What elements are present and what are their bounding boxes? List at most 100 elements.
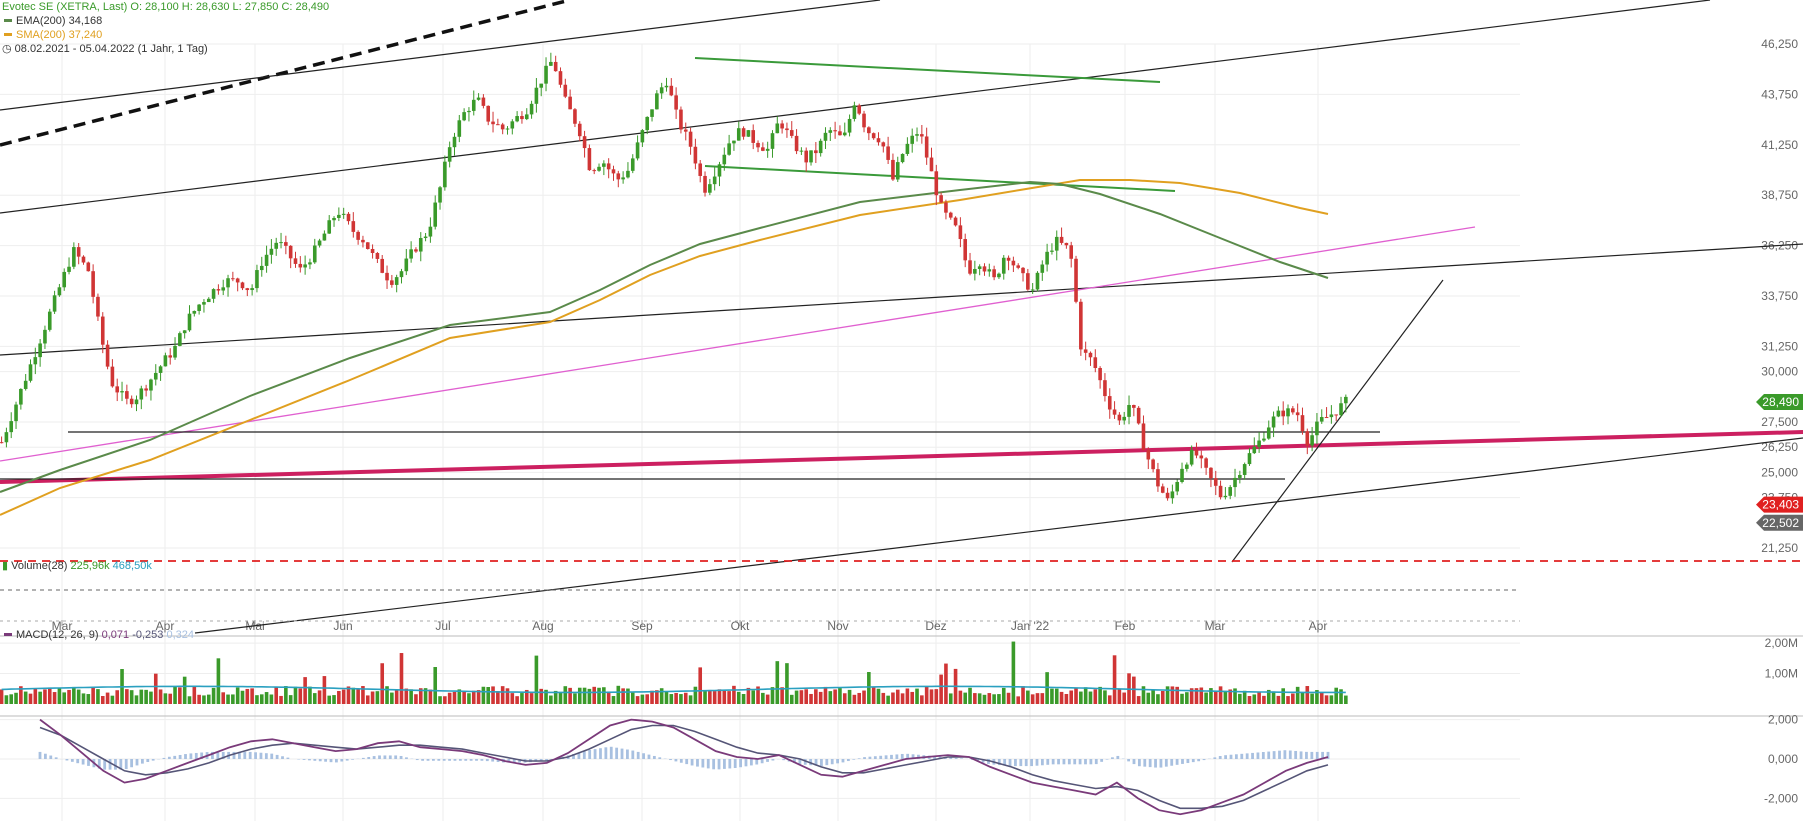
- candle-body: [1305, 431, 1310, 446]
- macd-histogram-bar: [539, 759, 543, 762]
- macd-value-2: -0,253: [132, 629, 164, 641]
- ema-legend[interactable]: EMA(200) 34,168: [2, 14, 102, 28]
- macd-histogram-bar: [432, 759, 435, 761]
- volume-bar: [394, 690, 399, 704]
- candle-body: [1021, 267, 1025, 274]
- candle-body: [741, 128, 746, 137]
- volume-bar: [1213, 691, 1218, 704]
- macd-histogram-bar: [200, 752, 204, 759]
- volume-bar: [144, 689, 148, 704]
- candle-body: [394, 277, 399, 285]
- candle-body: [727, 143, 731, 155]
- volume-bar: [486, 687, 491, 704]
- candle-body: [380, 258, 385, 273]
- candle-body: [414, 249, 418, 252]
- volume-bar: [958, 690, 963, 704]
- macd-value-3: 0,324: [166, 629, 194, 641]
- volume-bar: [900, 693, 905, 704]
- candle-body: [900, 153, 905, 163]
- volume-bar: [1218, 686, 1223, 704]
- candle-body: [139, 388, 144, 400]
- volume-bar: [934, 689, 939, 704]
- volume-bar: [1035, 693, 1040, 704]
- macd-legend[interactable]: MACD(12, 26, 9) 0,071 -0,253 0,324: [2, 628, 194, 642]
- macd-histogram-bar: [1111, 757, 1114, 759]
- candle-body: [486, 105, 491, 122]
- candle-body: [447, 147, 452, 162]
- volume-bar: [785, 663, 789, 704]
- volume-bar: [818, 691, 823, 704]
- macd-histogram-bar: [1294, 750, 1298, 759]
- month-label: Jul: [435, 619, 450, 633]
- macd-histogram-bar: [1024, 759, 1028, 767]
- macd-histogram-bar: [1186, 759, 1190, 764]
- macd-histogram-bar: [243, 751, 247, 759]
- candle-body: [428, 226, 433, 237]
- candle-body: [81, 256, 86, 263]
- volume-bar: [582, 687, 587, 704]
- volume-bar: [0, 689, 4, 704]
- volume-bar: [1204, 692, 1208, 704]
- volume-bar: [1223, 690, 1228, 704]
- volume-bar: [1334, 687, 1339, 704]
- sma200-line: [0, 179, 1329, 516]
- volume-bar: [43, 689, 47, 704]
- macd-histogram-bar: [997, 759, 1001, 766]
- macd-histogram-bar: [1170, 759, 1174, 766]
- candle-body: [563, 84, 568, 97]
- candle-body: [168, 355, 173, 358]
- candle-body: [202, 302, 206, 305]
- candle-body: [1035, 272, 1040, 290]
- candle-body: [857, 105, 862, 114]
- candle-body: [76, 247, 81, 257]
- price-tick-label: 27,500: [1761, 415, 1798, 429]
- candle-body: [385, 272, 389, 281]
- sma-legend[interactable]: SMA(200) 37,240: [2, 28, 102, 42]
- candle-body: [1180, 468, 1184, 482]
- candle-body: [1291, 408, 1295, 413]
- macd-histogram-bar: [873, 756, 877, 759]
- macd-histogram-bar: [264, 753, 268, 759]
- volume-bar: [732, 685, 736, 704]
- volume-bar: [1266, 689, 1271, 704]
- macd-histogram-bar: [793, 759, 796, 763]
- macd-histogram-bar: [820, 759, 823, 767]
- macd-histogram-bar: [669, 759, 672, 761]
- macd-histogram-bar: [114, 759, 117, 770]
- candle-body: [982, 266, 987, 272]
- candle-body: [226, 278, 230, 288]
- candle-body: [28, 364, 33, 381]
- volume-bar: [809, 693, 813, 704]
- volume-bar: [992, 694, 996, 704]
- volume-bar: [683, 692, 688, 704]
- macd-histogram-bar: [378, 755, 381, 759]
- candle-body: [57, 287, 62, 296]
- volume-bar: [712, 691, 717, 704]
- volume-bar: [250, 688, 254, 704]
- candle-body: [100, 316, 105, 345]
- volume-bar: [722, 690, 727, 704]
- volume-bar: [1242, 690, 1247, 704]
- candle-body: [529, 103, 534, 115]
- volume-bar: [62, 692, 67, 704]
- price-tag-label: 22,502: [1762, 516, 1799, 530]
- trendlines[interactable]: [0, 0, 1803, 634]
- price-tag: 23,403: [1756, 496, 1803, 513]
- candle-body: [929, 157, 934, 172]
- macd-histogram-bar: [399, 755, 403, 759]
- volume-legend[interactable]: ▮ Volume(28) 225,96k 468,50k: [2, 559, 152, 573]
- candle-body: [515, 116, 519, 122]
- range-legend[interactable]: ◷ 08.02.2021 - 05.04.2022 (1 Jahr, 1 Tag…: [2, 42, 208, 56]
- volume-bar: [457, 689, 462, 704]
- volume-bar: [920, 695, 924, 704]
- macd-histogram-bar: [1003, 759, 1007, 766]
- candle-body: [842, 132, 847, 136]
- macd-histogram-bar: [1057, 759, 1060, 765]
- macd-histogram-bar: [211, 751, 214, 759]
- volume-bar: [14, 692, 18, 704]
- volume-tick-label: 2,00M: [1765, 636, 1798, 650]
- volume-bar: [1247, 696, 1252, 704]
- candle-body: [722, 154, 727, 165]
- macd-histogram-bar: [496, 759, 500, 763]
